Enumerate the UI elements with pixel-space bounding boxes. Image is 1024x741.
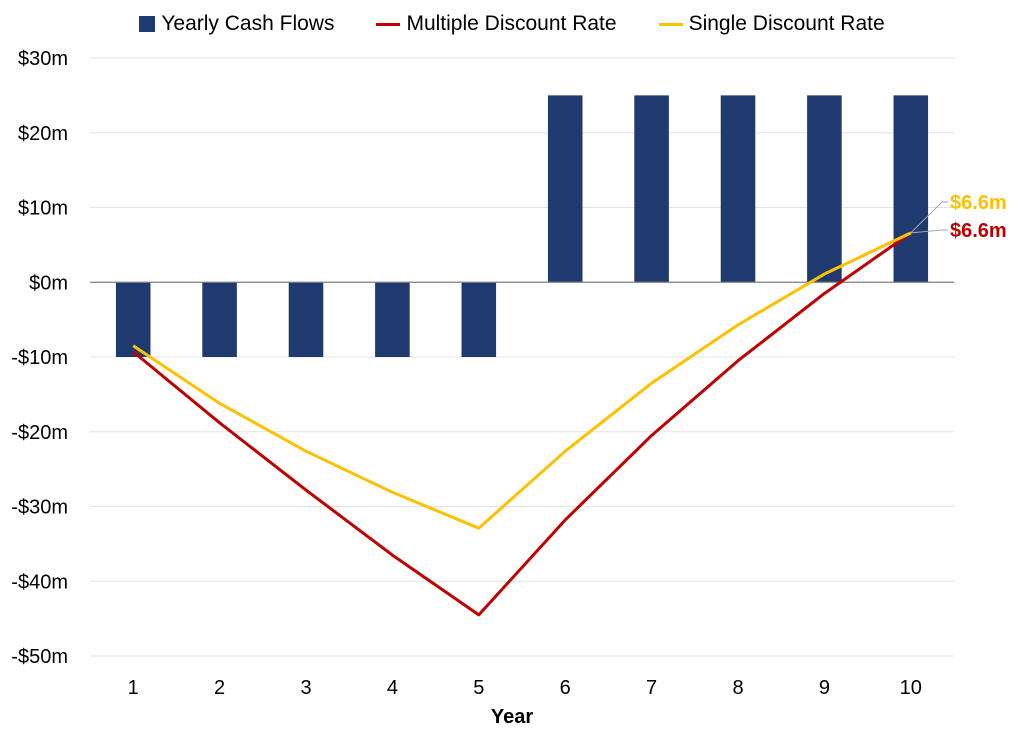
- legend-label: Single Discount Rate: [688, 12, 885, 35]
- bar: [461, 282, 497, 357]
- legend-swatch-line: [376, 22, 401, 26]
- end-value-label: $6.6m: [950, 220, 1007, 242]
- series-line: [132, 231, 912, 530]
- end-value-label: $6.6m: [950, 192, 1007, 214]
- y-tick-label: $10m: [18, 198, 68, 220]
- x-tick-label: 9: [819, 677, 830, 699]
- bar: [115, 282, 151, 357]
- leader-line: [910, 229, 948, 234]
- y-tick-label: $20m: [18, 123, 68, 145]
- x-tick-label: 10: [900, 677, 922, 699]
- x-tick-label: 5: [473, 677, 484, 699]
- y-tick-label: $30m: [18, 48, 68, 70]
- bar: [288, 282, 324, 357]
- legend-item-single-discount-rate: Single Discount Rate: [658, 12, 885, 36]
- legend-label: Yearly Cash Flows: [161, 12, 335, 35]
- x-axis-title: Year: [490, 706, 534, 728]
- bar: [375, 282, 410, 357]
- x-tick-label: 4: [387, 677, 398, 699]
- y-tick-label: -$30m: [11, 497, 68, 519]
- x-tick-label: 8: [732, 677, 743, 699]
- bar: [720, 95, 756, 283]
- bar: [893, 95, 929, 283]
- bar: [634, 95, 669, 283]
- x-tick-label: 2: [214, 677, 225, 699]
- bar: [547, 95, 583, 283]
- y-tick-label: -$10m: [11, 347, 68, 369]
- y-tick-label: $0m: [29, 272, 68, 294]
- bar: [202, 282, 237, 357]
- x-tick-label: 1: [128, 677, 139, 699]
- bar: [807, 95, 842, 283]
- legend-item-yearly-cash-flows: Yearly Cash Flows: [139, 12, 334, 36]
- y-tick-label: -$50m: [11, 646, 68, 668]
- legend-item-multiple-discount-rate: Multiple Discount Rate: [376, 12, 617, 36]
- legend-swatch-line: [658, 22, 683, 26]
- leader-line: [910, 201, 948, 234]
- y-tick-label: -$40m: [11, 571, 68, 593]
- legend-label: Multiple Discount Rate: [406, 12, 617, 35]
- chart-legend: Yearly Cash Flows Multiple Discount Rate…: [0, 12, 1024, 36]
- x-tick-label: 7: [646, 677, 657, 699]
- x-tick-label: 6: [560, 677, 571, 699]
- y-tick-label: -$20m: [11, 422, 68, 444]
- legend-swatch-bar: [139, 16, 156, 32]
- x-tick-label: 3: [300, 677, 311, 699]
- series-line: [132, 231, 912, 617]
